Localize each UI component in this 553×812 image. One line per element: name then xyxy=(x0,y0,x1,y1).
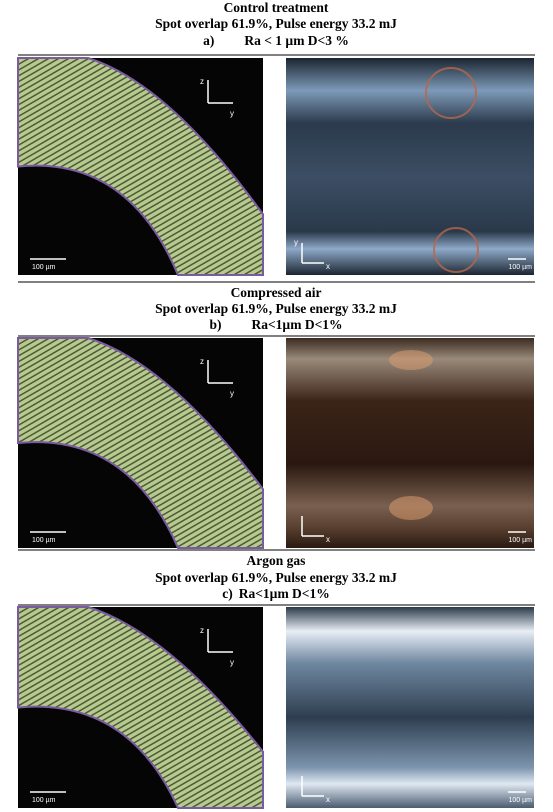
panel-title: Compressed air xyxy=(231,285,322,300)
axis-label: z xyxy=(200,626,204,635)
figure: Control treatmentSpot overlap 61.9%, Pul… xyxy=(0,0,553,812)
image-bg xyxy=(286,58,534,275)
axis-label: y xyxy=(230,658,234,667)
axis-label: x xyxy=(326,795,330,804)
scale-label: 100 µm xyxy=(32,264,56,271)
surface-image: x 100 µm xyxy=(286,607,534,808)
spot xyxy=(389,350,433,370)
axis-label: z xyxy=(200,77,204,86)
image-bg xyxy=(286,607,534,808)
scale-label: 100 µm xyxy=(509,537,533,544)
scale-label: 100 µm xyxy=(509,797,533,804)
axis-label: x xyxy=(326,535,330,544)
panel-subtitle: Spot overlap 61.9%, Pulse energy 33.2 mJ xyxy=(155,16,397,31)
axis-label: y xyxy=(294,238,298,247)
axis-label: z xyxy=(200,357,204,366)
scale-label: 100 µm xyxy=(32,537,56,544)
panel-label: Ra<1µm D<1% xyxy=(251,317,342,332)
panel-letter: c) xyxy=(222,586,233,601)
cross-section-image: z y 100 µm xyxy=(18,58,263,275)
cross-section-image: z y 100 µm xyxy=(18,338,263,548)
panel-title: Argon gas xyxy=(247,553,306,568)
panel-subtitle: Spot overlap 61.9%, Pulse energy 33.2 mJ xyxy=(155,301,397,316)
panel-letter: a) xyxy=(203,33,214,48)
panel-label: Ra < 1 µm D<3 % xyxy=(244,33,349,48)
panel-label: Ra<1µm D<1% xyxy=(239,586,330,601)
axis-label: y xyxy=(230,389,234,398)
axis-label: y xyxy=(230,109,234,118)
axis-label: x xyxy=(326,262,330,271)
panel-subtitle: Spot overlap 61.9%, Pulse energy 33.2 mJ xyxy=(155,570,397,585)
surface-image: x 100 µm xyxy=(286,338,534,548)
scale-label: 100 µm xyxy=(509,264,533,271)
cross-section-image: z y 100 µm xyxy=(18,607,263,808)
surface-image: y x 100 µm xyxy=(286,58,534,275)
panel-title: Control treatment xyxy=(224,0,329,15)
spot xyxy=(389,496,433,520)
scale-label: 100 µm xyxy=(32,797,56,804)
panel-letter: b) xyxy=(209,317,221,332)
